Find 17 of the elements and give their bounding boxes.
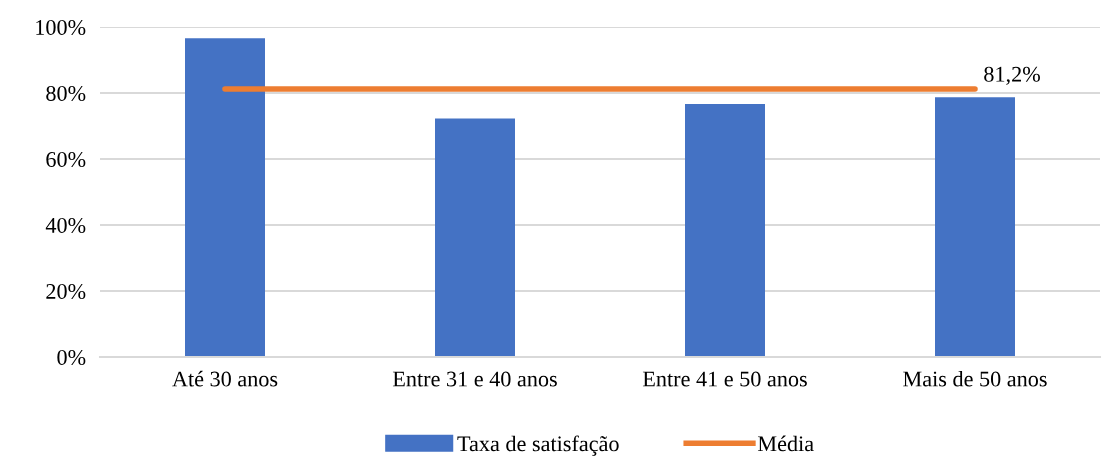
bar — [935, 97, 1015, 357]
legend-label: Taxa de satisfação — [457, 435, 619, 456]
x-tick-label: Até 30 anos — [172, 370, 278, 387]
y-tick-label: 100% — [36, 19, 86, 35]
data-label: 81,2% — [984, 66, 1040, 85]
bar — [435, 118, 515, 357]
y-tick-label: 40% — [45, 217, 86, 233]
y-tick-label: 60% — [46, 151, 86, 167]
legend-label: Média — [757, 435, 814, 452]
x-tick-label: Entre 41 e 50 anos — [642, 371, 807, 387]
x-tick-label: Entre 31 e 40 anos — [392, 371, 557, 387]
bar — [685, 103, 765, 357]
y-tick-label: 80% — [46, 85, 86, 101]
y-tick-label: 0% — [57, 349, 86, 365]
x-tick-label: Mais de 50 anos — [903, 370, 1047, 387]
bar — [185, 38, 265, 357]
y-tick-label: 20% — [46, 283, 86, 299]
